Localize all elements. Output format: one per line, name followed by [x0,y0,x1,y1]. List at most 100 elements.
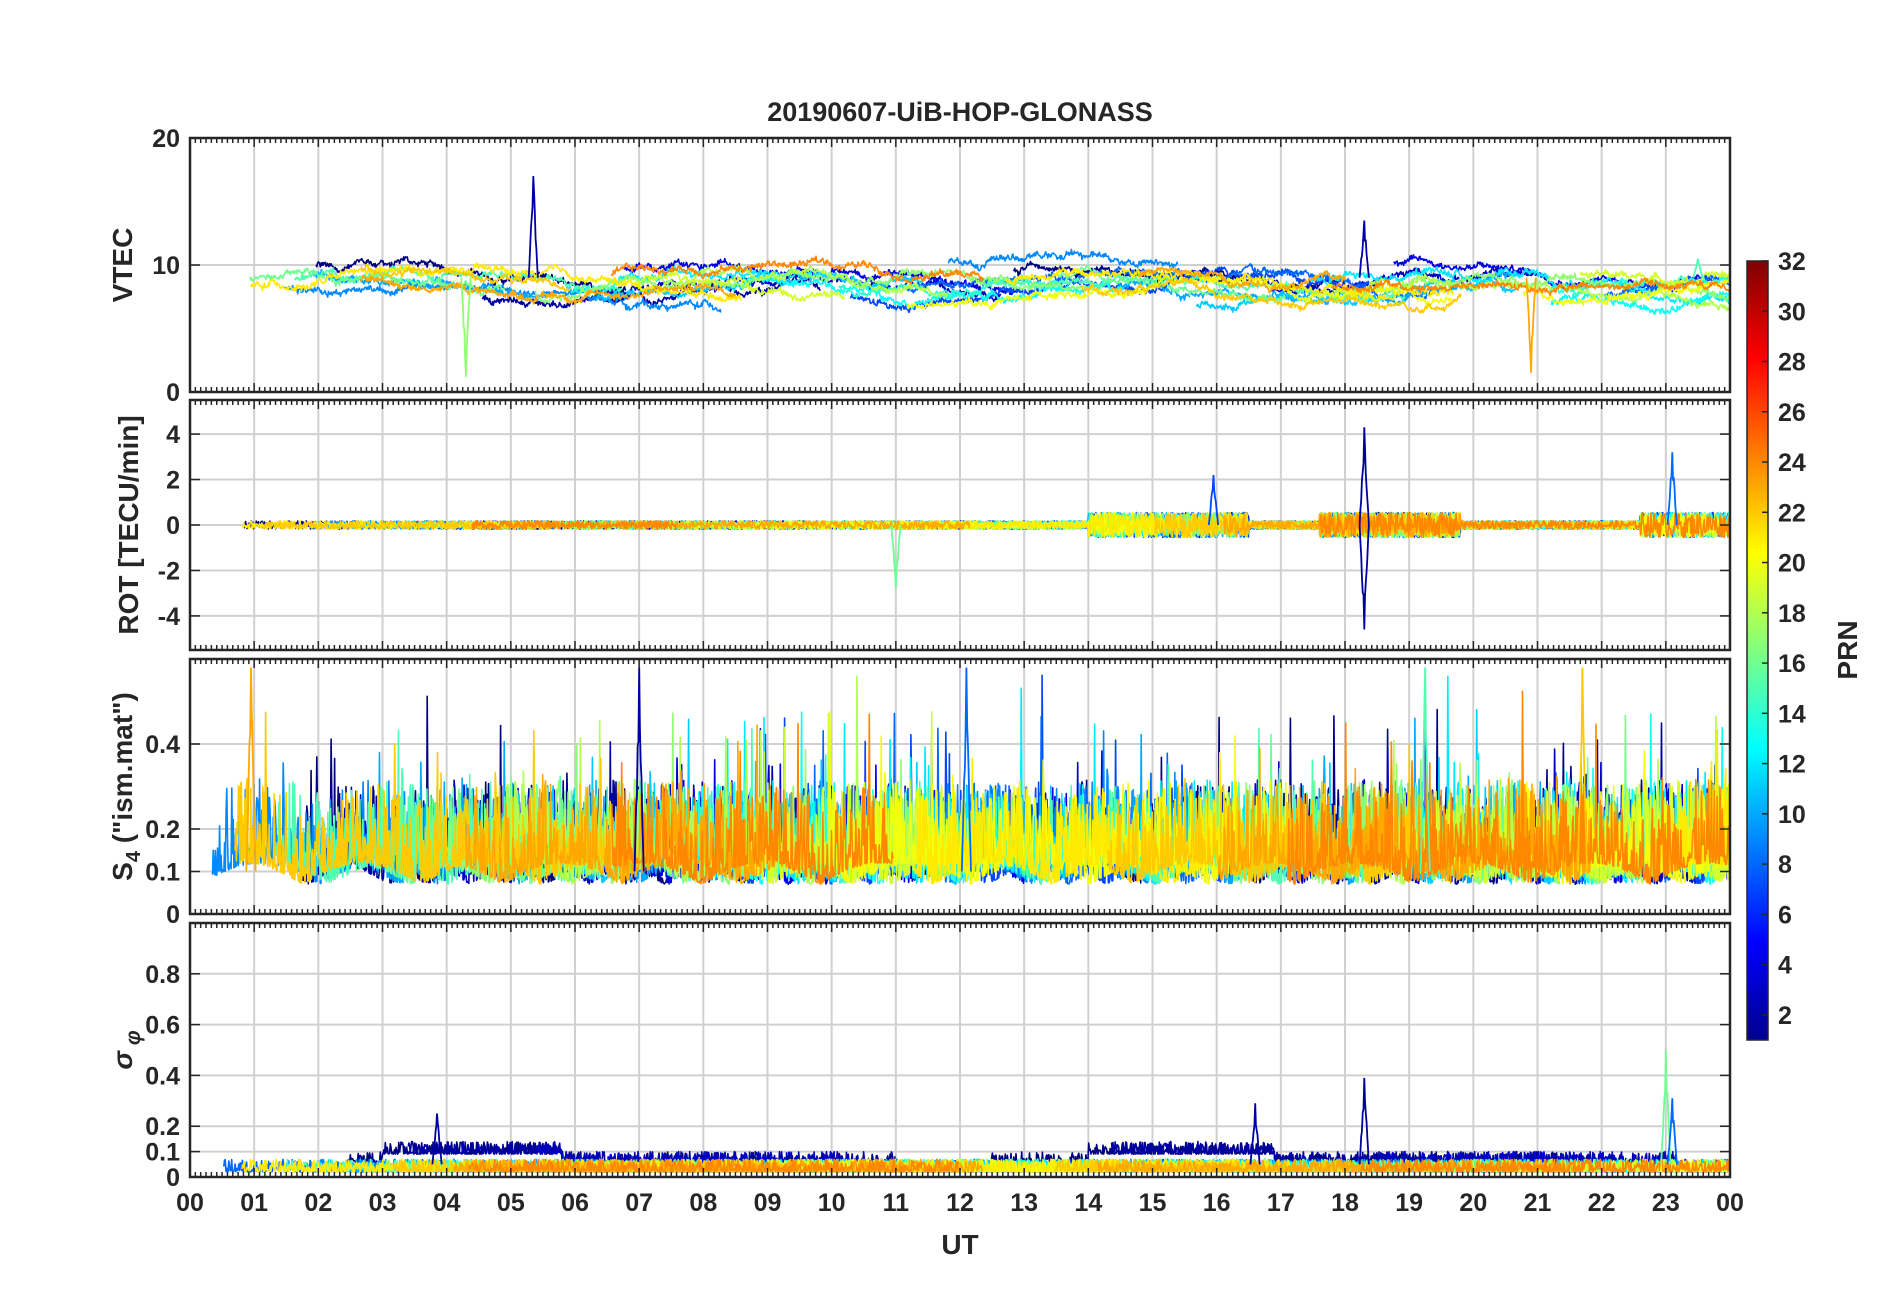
chart-title: 20190607-UiB-HOP-GLONASS [767,97,1153,127]
series-prn-24 [471,520,677,530]
y-tick-label: 10 [152,252,180,280]
series-prn-20 [1522,277,1730,307]
event-mark-2 [1358,524,1370,630]
series-prn-19 [1579,268,1730,288]
traces [249,176,1730,377]
series-prn-23 [464,724,779,885]
panel-1: 0 10 20 VTEC [107,125,1732,407]
x-tick-labels: 00 01 02 03 04 05 06 07 08 09 10 11 12 13 14 15 16 17 18 19… [176,1189,1744,1217]
colorbar-tick-label: 28 [1778,349,1806,377]
colorbar-tick-label: 14 [1778,700,1806,728]
x-tick-label: 08 [689,1189,717,1217]
series-prn-23 [359,274,737,306]
series-prn-22 [234,711,625,885]
x-tick-label: 12 [946,1189,974,1217]
y-tick-label: 2 [166,467,180,495]
y-tick-label: 0 [166,512,180,540]
traces [223,1049,1730,1173]
x-tick-label: 16 [1203,1189,1231,1217]
x-tick-label: 00 [1716,1189,1744,1217]
x-tick-label: 01 [240,1189,268,1217]
y-tick-label: -2 [158,557,180,585]
x-tick-label: 18 [1331,1189,1359,1217]
series-prn-24 [1359,1158,1730,1173]
traces [242,427,1730,630]
event-mark-5 [1666,452,1678,526]
axes-frame [188,657,1732,916]
event-mark-3 [1249,1103,1261,1165]
colorbar-tick-label: 4 [1778,952,1792,980]
y-tick-label: 20 [152,125,180,153]
colorbar-tick-label: 30 [1778,298,1806,326]
series-prn-24 [1287,690,1730,885]
colorbar-tick-label: 12 [1778,751,1806,779]
series-prn-24 [610,713,894,885]
x-tick-label: 11 [883,1189,910,1217]
y-tick-label: 0.1 [145,1139,180,1167]
event-mark-3 [460,277,472,377]
colorbar-tick-label: 22 [1778,499,1806,527]
colorbar-tick-label: 26 [1778,399,1806,427]
x-tick-label: 06 [561,1189,589,1217]
colorbar-tick-label: 16 [1778,650,1806,678]
colorbar-gradient [1746,260,1769,1041]
x-tick-label: 13 [1010,1189,1038,1217]
event-mark-4 [1525,277,1537,373]
colorbar-tick-label: 8 [1778,851,1792,879]
x-tick-label: 00 [176,1189,204,1217]
series-prn-24 [610,255,985,285]
colorbar-tick-label: 24 [1778,449,1806,477]
event-mark-1 [1358,427,1370,526]
x-tick-label: 20 [1459,1189,1487,1217]
event-mark-4 [1207,474,1219,526]
y-tick-label: 0 [166,379,180,407]
colorbar-tick-label: 10 [1778,801,1806,829]
traces [211,667,1730,886]
x-tick-label: 23 [1652,1189,1680,1217]
x-tick-label: 14 [1074,1189,1102,1217]
panel-3: 0 0.1 0.2 0.4S4 ("ism.mat") [107,657,1732,929]
x-tick-label: 04 [433,1189,461,1217]
series-prn-19 [630,271,845,302]
y-tick-label: 0.4 [145,1062,180,1090]
x-tick-label: 05 [497,1189,525,1217]
x-tick-label: 21 [1524,1189,1552,1217]
series-prn-13 [739,274,1125,310]
y-axis-label: VTEC [107,228,138,303]
event-mark-2 [245,667,257,872]
series-prn-22 [1080,276,1463,314]
event-mark-4 [1666,1098,1678,1165]
y-axis-label: σ φ [107,1030,145,1069]
axes-frame [188,921,1732,1179]
event-mark-4 [1576,667,1588,872]
colorbar-label: PRN [1832,620,1863,679]
series-prn-9 [283,280,722,313]
x-axis-label: UT [941,1229,978,1260]
colorbar-tick-label: 32 [1778,248,1806,276]
colorbar-tick-label: 18 [1778,600,1806,628]
y-tick-label: 0.1 [145,859,180,887]
event-mark-5 [1419,667,1431,872]
series-prn-23 [514,520,971,530]
x-tick-label: 17 [1267,1189,1295,1217]
x-tick-label: 22 [1588,1189,1616,1217]
panel-4: 00.10.2 0.4 0.6 0.8 σ φ [107,921,1732,1192]
event-mark-1 [527,176,539,278]
y-tick-label: 0 [166,901,180,929]
event-mark-5 [1692,258,1704,278]
series-prn-23 [1137,266,1347,294]
series-prn-24 [1331,277,1730,297]
event-mark-3 [960,667,972,872]
series-prn-24 [1319,511,1730,539]
event-mark-5 [431,1113,443,1165]
series-prn-17 [534,267,1098,305]
event-mark-1 [1660,1049,1672,1165]
y-tick-label: 0.2 [145,1113,180,1141]
y-axis-label: ROT [TECU/min] [113,415,144,634]
panel-2: -4 -2 0 2 4 ROT [TECU/min] [113,398,1732,652]
series-prn-9 [947,248,1179,272]
